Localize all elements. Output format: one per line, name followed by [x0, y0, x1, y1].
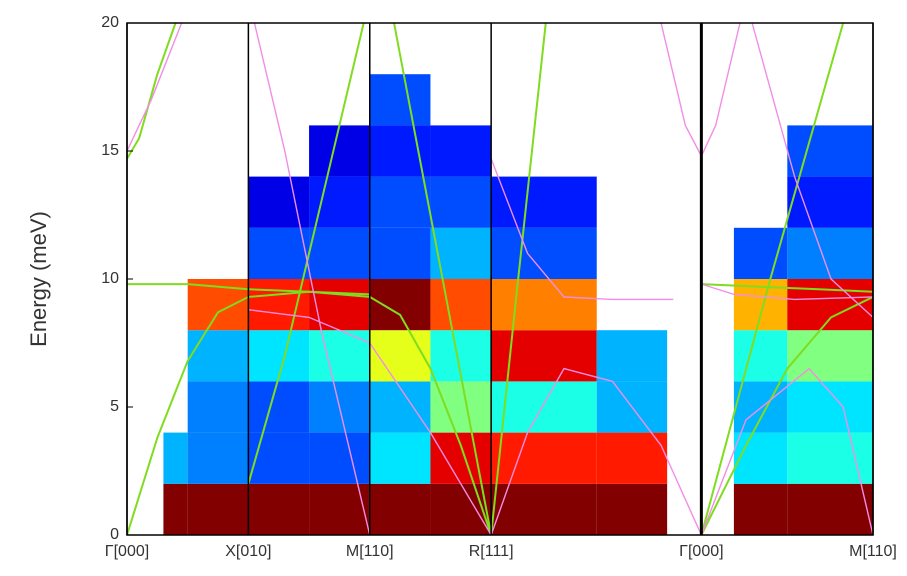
y-tick-label: 0: [110, 526, 119, 543]
heatmap-cell: [369, 381, 431, 433]
heatmap-cell: [309, 176, 370, 228]
y-axis-label: Energy (meV): [26, 211, 51, 347]
dispersion-curve: [751, 22, 874, 318]
heatmap-cell: [787, 483, 873, 535]
heatmap-cell: [596, 432, 668, 484]
heatmap-cell: [596, 483, 668, 535]
heatmap-cell: [309, 330, 370, 382]
heatmap-cell: [187, 330, 249, 382]
heatmap-cell: [491, 227, 597, 279]
dispersion-curve: [393, 22, 493, 536]
heatmap-cell: [733, 381, 788, 433]
dispersion-curve: [126, 22, 183, 152]
dispersion-curve: [490, 367, 703, 536]
heatmap-cell: [187, 483, 249, 535]
heatmap-cell: [491, 432, 597, 484]
dispersion-curve: [490, 158, 674, 301]
heatmap-cell: [369, 432, 431, 484]
dispersion-curve: [701, 283, 874, 301]
heatmap-cell: [369, 74, 431, 126]
heatmap-cell: [733, 330, 788, 382]
x-tick-label: R[111]: [469, 543, 514, 560]
heatmap-cell: [187, 381, 249, 433]
heatmap-cell: [369, 125, 431, 177]
heatmap-cell: [369, 483, 431, 535]
heatmap-cell: [430, 279, 492, 331]
heatmap-cell: [491, 176, 597, 228]
heatmap-cell: [248, 330, 310, 382]
heatmap-cell: [787, 381, 873, 433]
x-tick-label: Γ[000]: [105, 543, 149, 560]
dispersion-curve: [490, 22, 547, 536]
y-tick-label: 20: [101, 14, 119, 31]
heatmap-cell: [787, 176, 873, 228]
heatmap-cell: [309, 125, 370, 177]
heatmap-cell: [309, 483, 370, 535]
dispersion-curve: [700, 22, 845, 536]
heatmap-cell: [787, 279, 873, 331]
plot-frame: [126, 22, 874, 536]
dispersion-curve: [701, 283, 874, 293]
heatmap-cell: [733, 483, 788, 535]
heatmap-cell: [430, 176, 492, 228]
heatmap-cell: [733, 227, 788, 279]
heatmap-cell: [787, 330, 873, 382]
heatmap-cell: [369, 279, 431, 331]
heatmap-cell: [430, 125, 492, 177]
y-tick-label: 15: [101, 142, 119, 159]
y-tick-label: 5: [110, 398, 119, 415]
heatmap-cell: [309, 227, 370, 279]
heatmap-cell: [248, 483, 310, 535]
heatmap-cell: [596, 330, 668, 382]
heatmap-cell: [309, 432, 370, 484]
heatmap-cell: [248, 279, 310, 331]
heatmap-cell: [787, 227, 873, 279]
dispersion-curve: [700, 296, 874, 536]
heatmap-cell: [309, 279, 370, 331]
heatmap-cell: [248, 381, 310, 433]
heatmap-cell: [491, 483, 597, 535]
dispersion-curve: [369, 296, 493, 536]
heatmap-cell: [163, 432, 188, 484]
heatmap-cell: [369, 330, 431, 382]
x-tick-label: X[010]: [225, 543, 271, 560]
heatmap-cell: [430, 381, 492, 433]
heatmap-cell: [491, 279, 597, 331]
heatmap-cell: [430, 483, 492, 535]
y-tick-label: 10: [101, 270, 119, 287]
heatmap-cell: [369, 227, 431, 279]
heatmap-cell: [430, 227, 492, 279]
heatmap-cell: [248, 432, 310, 484]
dispersion-curve: [253, 22, 371, 536]
heatmap-cell: [187, 432, 249, 484]
heatmap-cell: [733, 432, 788, 484]
x-tick-label: Γ[000]: [679, 543, 723, 560]
heatmap-cell: [163, 483, 188, 535]
x-tick-label: M[110]: [849, 543, 897, 560]
heatmap-cell: [369, 176, 431, 228]
heatmap-cell: [787, 432, 873, 484]
x-tick-label: M[110]: [346, 543, 394, 560]
dispersion-curve: [247, 22, 365, 485]
heatmap-cell: [248, 227, 310, 279]
dispersion-curve: [700, 367, 874, 536]
heatmap-cell: [430, 432, 492, 484]
heatmap-cell: [787, 125, 873, 177]
heatmap-cell: [491, 381, 597, 433]
heatmap-cell: [248, 176, 310, 228]
dispersion-curve: [126, 22, 177, 160]
